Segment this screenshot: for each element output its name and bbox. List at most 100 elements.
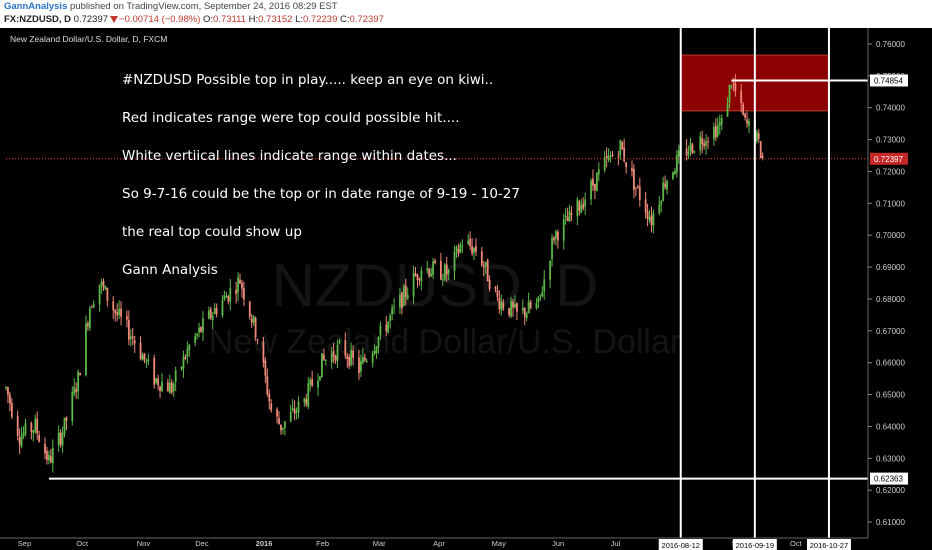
price-tick-label: 0.61000 — [876, 518, 905, 527]
price-tick-label: 0.67000 — [876, 327, 905, 336]
candle-body — [755, 131, 758, 142]
candle-body — [508, 307, 511, 316]
candle-body — [180, 366, 183, 369]
candle-body — [63, 417, 66, 434]
candle-body — [434, 260, 436, 264]
candle-body — [98, 284, 101, 305]
candle-body — [707, 141, 709, 143]
high-value: 0.73152 — [258, 14, 293, 25]
candle-body — [553, 237, 555, 241]
candle-body — [648, 217, 651, 221]
price-tick-label: 0.72000 — [876, 167, 905, 176]
candle-body — [650, 215, 653, 226]
candle-body — [213, 308, 216, 314]
ohlc-readout: FX:NZDUSD, D 0.72397 −0.00714 (−0.98%) O:… — [4, 14, 384, 25]
candle-body — [675, 155, 678, 173]
time-tick-label: 2016 — [256, 539, 273, 548]
candle-body — [77, 371, 80, 392]
candle-body — [360, 361, 362, 372]
candle-body — [502, 302, 505, 309]
candle-body — [619, 140, 622, 156]
candle-body — [90, 306, 93, 308]
candle-body — [541, 292, 544, 297]
candle-body — [389, 315, 392, 321]
candle-body — [510, 301, 512, 317]
candle-body — [321, 353, 323, 378]
candle-body — [566, 217, 569, 222]
candle-body — [289, 411, 292, 422]
candle-body — [441, 279, 444, 281]
candle-body — [59, 432, 62, 445]
candle-body — [399, 294, 401, 308]
date-label-text: 2016-10-27 — [810, 541, 848, 550]
candle-body — [264, 360, 267, 376]
candle-body — [346, 356, 349, 359]
candle-body — [85, 323, 87, 376]
candle-body — [759, 141, 762, 159]
author-link[interactable]: GannAnalysis — [4, 1, 68, 12]
candle-body — [609, 156, 612, 158]
candle-body — [61, 432, 64, 446]
candle-body — [631, 168, 633, 172]
candle-body — [568, 211, 571, 222]
candle-body — [239, 279, 241, 284]
candle-body — [611, 154, 614, 157]
candle-body — [133, 340, 136, 344]
candle-body — [309, 379, 312, 385]
candle-body — [732, 83, 735, 85]
candle-body — [432, 261, 434, 276]
candle-body — [605, 156, 608, 159]
candle-body — [687, 152, 690, 154]
candle-body — [295, 411, 298, 413]
candle-body — [127, 319, 130, 340]
candle-body — [660, 201, 663, 205]
candle-body — [414, 273, 417, 276]
candle-body — [270, 403, 273, 411]
candle-body — [685, 148, 688, 157]
candle-body — [256, 339, 259, 341]
chart-title: New Zealand Dollar/U.S. Dollar, D, FXCM — [10, 34, 167, 44]
candle-body — [237, 277, 239, 293]
publish-info: GannAnalysis published on TradingView.co… — [4, 1, 338, 12]
candle-body — [716, 125, 719, 136]
watermark-name: New Zealand Dollar/U.S. Dollar — [209, 323, 681, 361]
candle-body — [194, 335, 197, 343]
candle-body — [636, 186, 639, 188]
candle-body — [157, 378, 160, 386]
candle-body — [22, 432, 25, 437]
time-tick-label: May — [492, 539, 506, 548]
price-tick-label: 0.71000 — [876, 199, 905, 208]
annotation-5: the real top could show up — [122, 224, 302, 240]
candle-body — [182, 356, 185, 369]
candle-body — [672, 172, 674, 179]
candle-body — [693, 151, 696, 153]
candle-body — [44, 443, 46, 454]
candle-body — [241, 282, 243, 289]
candle-body — [71, 391, 74, 421]
candle-body — [24, 423, 27, 435]
candle-body — [229, 288, 232, 302]
candle-body — [393, 306, 395, 308]
candle-body — [400, 292, 403, 309]
candle-body — [527, 301, 530, 314]
candle-body — [418, 279, 421, 281]
candle-body — [375, 346, 378, 354]
price-label-box — [870, 74, 908, 87]
candle-body — [564, 215, 567, 218]
candle-body — [597, 169, 600, 175]
last-price: 0.72397 — [73, 14, 109, 25]
candle-body — [562, 219, 565, 241]
candle-body — [516, 303, 518, 312]
candle-body — [621, 141, 624, 150]
candle-body — [666, 180, 668, 190]
candle-body — [625, 162, 628, 168]
chart-area[interactable]: NZDUSD, D New Zealand Dollar/U.S. Dollar N… — [0, 28, 932, 550]
price-tick-label: 0.69000 — [876, 263, 905, 272]
candle-body — [248, 301, 251, 317]
candle-body — [523, 307, 526, 317]
time-tick-label: Dec — [195, 539, 209, 548]
candle-body — [445, 264, 448, 275]
candle-body — [297, 401, 300, 413]
candle-body — [521, 308, 524, 311]
